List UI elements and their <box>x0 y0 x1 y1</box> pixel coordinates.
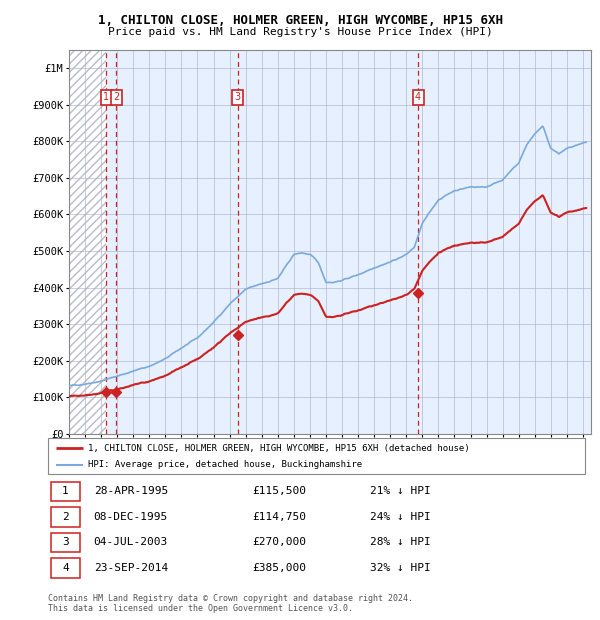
Text: 21% ↓ HPI: 21% ↓ HPI <box>370 486 431 497</box>
FancyBboxPatch shape <box>48 438 585 474</box>
Text: 4: 4 <box>415 92 421 102</box>
Text: 32% ↓ HPI: 32% ↓ HPI <box>370 563 431 573</box>
Text: £270,000: £270,000 <box>252 538 306 547</box>
Text: 2: 2 <box>113 92 119 102</box>
Text: Price paid vs. HM Land Registry's House Price Index (HPI): Price paid vs. HM Land Registry's House … <box>107 27 493 37</box>
FancyBboxPatch shape <box>50 482 80 501</box>
FancyBboxPatch shape <box>50 507 80 526</box>
Text: 28-APR-1995: 28-APR-1995 <box>94 486 168 497</box>
Text: Contains HM Land Registry data © Crown copyright and database right 2024.
This d: Contains HM Land Registry data © Crown c… <box>48 594 413 613</box>
Bar <box>106 50 591 434</box>
Text: 1: 1 <box>103 92 109 102</box>
Text: 4: 4 <box>62 563 69 573</box>
Text: 04-JUL-2003: 04-JUL-2003 <box>94 538 168 547</box>
Text: 1: 1 <box>62 486 69 497</box>
FancyBboxPatch shape <box>50 533 80 552</box>
Text: 24% ↓ HPI: 24% ↓ HPI <box>370 512 431 522</box>
Bar <box>69 50 106 434</box>
Text: 3: 3 <box>235 92 241 102</box>
FancyBboxPatch shape <box>50 558 80 578</box>
Text: 08-DEC-1995: 08-DEC-1995 <box>94 512 168 522</box>
Text: 2: 2 <box>62 512 69 522</box>
Text: 1, CHILTON CLOSE, HOLMER GREEN, HIGH WYCOMBE, HP15 6XH: 1, CHILTON CLOSE, HOLMER GREEN, HIGH WYC… <box>97 14 503 27</box>
Text: 1, CHILTON CLOSE, HOLMER GREEN, HIGH WYCOMBE, HP15 6XH (detached house): 1, CHILTON CLOSE, HOLMER GREEN, HIGH WYC… <box>88 443 470 453</box>
Text: £115,500: £115,500 <box>252 486 306 497</box>
Text: 23-SEP-2014: 23-SEP-2014 <box>94 563 168 573</box>
Text: HPI: Average price, detached house, Buckinghamshire: HPI: Average price, detached house, Buck… <box>88 460 362 469</box>
Text: £114,750: £114,750 <box>252 512 306 522</box>
Text: 28% ↓ HPI: 28% ↓ HPI <box>370 538 431 547</box>
Text: £385,000: £385,000 <box>252 563 306 573</box>
Text: 3: 3 <box>62 538 69 547</box>
